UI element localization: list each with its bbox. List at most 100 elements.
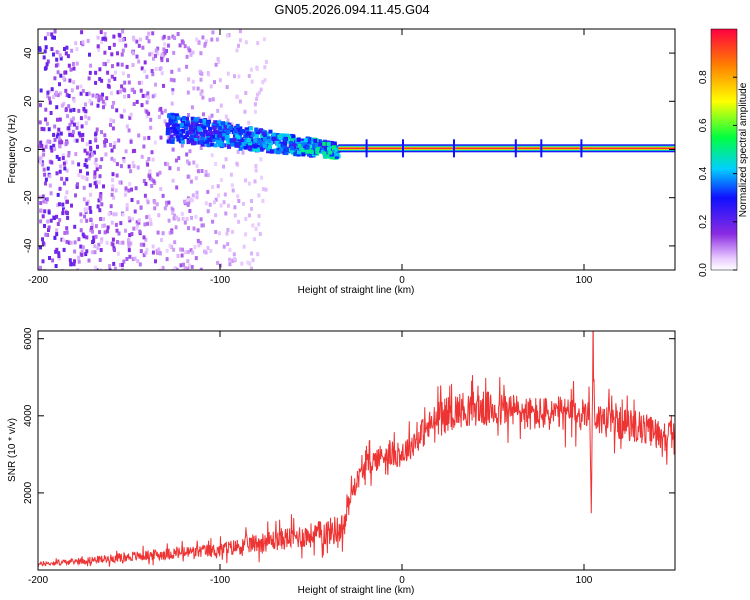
spectrogram-cell-977 <box>171 88 175 93</box>
spectrogram-cell-994 <box>160 52 164 57</box>
spectrogram-cell-154 <box>41 259 45 264</box>
spectrogram-cell-300 <box>122 259 126 264</box>
spectrogram-cell-187 <box>103 36 107 41</box>
spectrogram-cell-871 <box>106 59 110 64</box>
spectrogram-cell-264 <box>236 194 240 199</box>
spectrogram-cell-18 <box>81 132 85 137</box>
spectrogram-cell-650 <box>62 75 65 80</box>
spectrogram-cell-1151 <box>278 149 283 154</box>
spectrogram-cell-1058 <box>323 154 328 159</box>
spectrogram-cell-114 <box>111 187 114 192</box>
spectrogram-cell-986 <box>101 36 105 41</box>
spectrogram-cell-1592 <box>180 140 185 145</box>
spectrogram-cell-363 <box>179 247 182 252</box>
spectrogram-cell-436 <box>189 248 193 253</box>
spectrogram-cell-975 <box>195 195 199 200</box>
spectrogram-cell-1490 <box>265 134 270 139</box>
spectrogram-cell-1606 <box>171 120 176 125</box>
spectrogram-cell-1197 <box>185 116 189 121</box>
spectrogram-cell-810 <box>70 120 74 125</box>
spectrogram-cell-147 <box>42 127 46 132</box>
spectrogram-cell-484 <box>149 221 153 226</box>
spectrogram-cell-539 <box>225 231 229 236</box>
spectrogram-cell-681 <box>67 126 71 131</box>
snr-y-tick-label-0: 2000 <box>23 481 34 504</box>
spectrogram-cell-441 <box>214 62 218 67</box>
spectrogram-cell-1693 <box>326 142 331 146</box>
spectrogram-cell-645 <box>186 174 190 179</box>
spectrogram-cell-942 <box>254 164 258 168</box>
spectrogram-cell-36 <box>124 228 127 233</box>
spectrogram-cell-738 <box>115 162 119 167</box>
spectrogram-cell-1615 <box>220 143 225 148</box>
spectrogram-cell-82 <box>86 38 90 43</box>
spectrogram-cell-282 <box>196 228 200 233</box>
spectrogram-cell-1463 <box>238 146 243 151</box>
spectrogram-cell-644 <box>93 181 97 186</box>
spectrogram-cell-740 <box>65 140 68 145</box>
spectrogram-cell-683 <box>132 102 136 106</box>
spectrogram-cell-856 <box>208 97 212 102</box>
spectrogram-y-tick-label-0: -40 <box>23 238 34 253</box>
spectrogram-cell-726 <box>42 152 46 157</box>
spectrogram-cell-167 <box>180 143 184 148</box>
spectrogram-cell-375 <box>122 108 126 113</box>
spectrogram-cell-1581 <box>282 133 287 138</box>
spectrogram-cell-310 <box>106 83 110 88</box>
spectrogram-cell-1425 <box>215 123 220 128</box>
spectrogram-cell-778 <box>210 37 214 42</box>
spectrogram-cell-485 <box>169 77 173 82</box>
spectrogram-cell-459 <box>76 85 79 90</box>
spectrogram-cell-279 <box>187 113 190 117</box>
spectrogram-cell-675 <box>40 155 44 160</box>
spectrogram-cell-12 <box>39 201 43 205</box>
spectrogram-cell-510 <box>206 173 210 178</box>
spectrogram-cell-426 <box>125 124 129 129</box>
spectrogram-cell-550 <box>98 230 101 235</box>
spectrogram-cell-1339 <box>175 123 180 128</box>
spectrogram-x-tick-label-1: -100 <box>210 275 230 286</box>
spectrogram-cell-1710 <box>290 146 295 151</box>
spectrogram-cell-1045 <box>127 241 131 246</box>
spectrogram-cell-602 <box>49 111 53 115</box>
spectrogram-cell-458 <box>124 186 128 191</box>
spectrogram-cell-1499 <box>227 144 231 149</box>
spectrogram-cell-266 <box>121 240 125 245</box>
spectrogram-cell-289 <box>158 268 161 270</box>
spectrogram-cell-799 <box>111 172 115 177</box>
spectrogram-cell-360 <box>48 183 52 188</box>
spectrogram-cell-425 <box>58 91 62 96</box>
spectrogram-cell-1317 <box>332 141 337 146</box>
spectrogram-cell-572 <box>70 88 74 93</box>
spectrogram-cell-195 <box>103 50 107 55</box>
spectrogram-cell-771 <box>45 62 49 67</box>
spectrogram-cell-1420 <box>216 120 221 125</box>
spectrogram-cell-236 <box>118 241 122 246</box>
spectrogram-cell-422 <box>152 56 155 61</box>
spectrogram-cell-488 <box>168 230 172 235</box>
spectrogram-cell-713 <box>140 66 144 71</box>
spectrogram-cell-185 <box>204 201 208 206</box>
spectrogram-cell-541 <box>96 204 100 209</box>
spectrogram-cell-932 <box>98 67 102 72</box>
spectrogram-cell-211 <box>202 112 205 117</box>
spectrogram-cell-628 <box>96 144 99 149</box>
spectrogram-cell-94 <box>68 132 72 137</box>
spectrogram-cell-1627 <box>175 130 180 135</box>
spectrogram-cell-701 <box>186 266 190 270</box>
spectrogram-cell-914 <box>225 33 229 38</box>
spectrogram-cell-770 <box>60 176 64 181</box>
spectrogram-cell-186 <box>88 183 92 188</box>
spectrogram-cell-1039 <box>40 143 44 148</box>
spectrogram-cell-1377 <box>191 128 196 133</box>
spectrogram-cell-335 <box>44 117 48 122</box>
spectrogram-cell-1384 <box>168 139 173 144</box>
spectrogram-cell-745 <box>127 73 131 78</box>
spectrogram-cell-878 <box>250 206 253 211</box>
spectrogram-cell-800 <box>76 268 80 270</box>
spectrogram-cell-790 <box>168 243 172 248</box>
spectrogram-cell-146 <box>187 161 191 166</box>
spectrogram-cell-997 <box>131 87 135 92</box>
spectrogram-cell-409 <box>103 230 107 235</box>
